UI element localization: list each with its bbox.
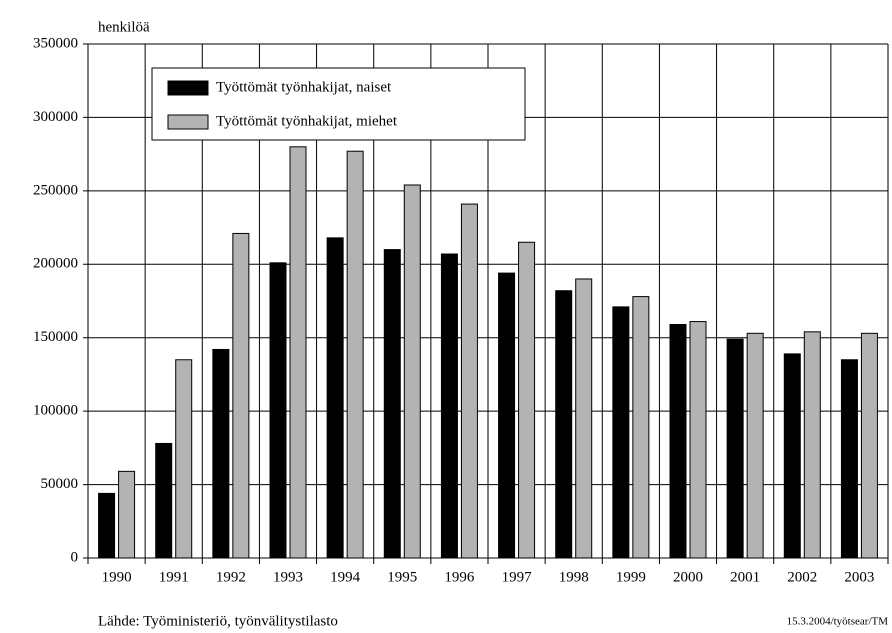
x-tick-label: 1996: [444, 569, 475, 585]
note: 15.3.2004/työtsear/TM: [787, 616, 889, 628]
bar: [840, 359, 858, 559]
legend-label: Työttömät työnhakijat, miehet: [216, 113, 398, 129]
x-tick-label: 2002: [787, 569, 817, 585]
y-tick-label: 150000: [33, 329, 78, 345]
bar: [346, 150, 364, 559]
x-tick-label: 2000: [673, 569, 703, 585]
bar: [689, 321, 707, 559]
legend-swatch: [167, 80, 209, 96]
x-tick-label: 2001: [730, 569, 760, 585]
bar: [460, 203, 478, 559]
y-tick-label: 350000: [33, 35, 78, 51]
x-tick-label: 1990: [102, 569, 132, 585]
bar: [746, 332, 764, 559]
source: Lähde: Työministeriö, työnvälitystilasto: [98, 613, 338, 629]
x-tick-label: 1994: [330, 569, 361, 585]
x-tick-label: 1995: [387, 569, 417, 585]
bar: [498, 272, 516, 559]
x-tick-label: 1999: [616, 569, 646, 585]
bar: [632, 296, 650, 559]
x-tick-label: 1993: [273, 569, 303, 585]
x-tick-label: 1998: [559, 569, 589, 585]
y-tick-label: 200000: [33, 256, 78, 272]
bar: [518, 241, 536, 559]
bar: [726, 338, 744, 559]
bar: [575, 278, 593, 559]
bar: [232, 232, 250, 559]
bar: [669, 323, 687, 559]
bar: [860, 332, 878, 559]
bar: [440, 253, 458, 559]
y-axis-label: henkilöä: [98, 19, 150, 35]
bar: [612, 306, 630, 559]
legend-box: [151, 67, 526, 141]
bar: [403, 184, 421, 559]
legend-label: Työttömät työnhakijat, naiset: [216, 79, 392, 95]
bar: [383, 249, 401, 559]
bar: [289, 146, 307, 559]
y-tick-label: 300000: [33, 109, 78, 125]
x-tick-label: 1992: [216, 569, 246, 585]
y-tick-label: 50000: [41, 476, 79, 492]
bar: [803, 331, 821, 559]
bar: [98, 492, 116, 559]
y-tick-label: 100000: [33, 403, 78, 419]
bar: [155, 442, 173, 559]
y-tick-label: 0: [71, 549, 79, 565]
x-tick-label: 1997: [502, 569, 533, 585]
bar: [783, 353, 801, 559]
bar: [212, 348, 230, 559]
bar: [326, 237, 344, 559]
bar: [269, 262, 287, 559]
x-tick-label: 2003: [844, 569, 874, 585]
bar: [118, 470, 136, 559]
bar: [175, 359, 193, 559]
bar: [555, 290, 573, 559]
x-tick-label: 1991: [159, 569, 189, 585]
y-tick-label: 250000: [33, 182, 78, 198]
legend-swatch: [167, 114, 209, 130]
